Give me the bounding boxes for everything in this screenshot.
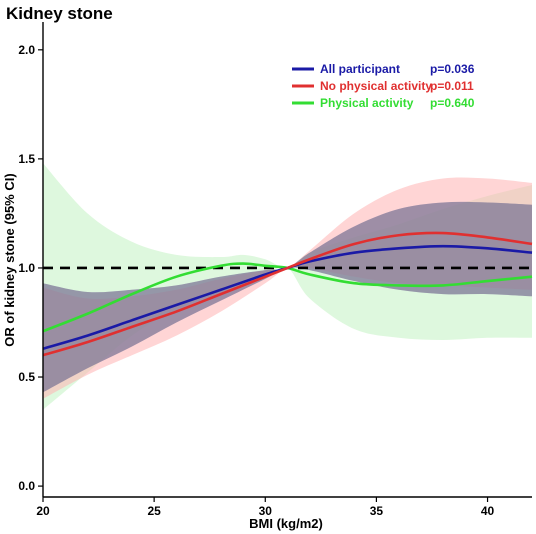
legend-label-no-physical-activity: No physical activity — [320, 79, 432, 93]
y-tick-label: 1.0 — [18, 261, 35, 275]
series-lines — [42, 231, 533, 357]
y-tick-label: 1.5 — [18, 152, 35, 166]
chart-title: Kidney stone — [6, 4, 113, 23]
series-line-no-physical-activity — [42, 231, 533, 357]
x-axis-label: BMI (kg/m2) — [249, 516, 323, 531]
legend-label-physical-activity: Physical activity — [320, 96, 414, 110]
legend-pvalue-no-physical-activity: p=0.011 — [430, 79, 474, 93]
confidence-bands — [43, 163, 532, 410]
x-tick-label: 30 — [259, 504, 273, 518]
legend-label-all-participant: All participant — [320, 62, 400, 76]
legend-pvalue-physical-activity: p=0.640 — [430, 96, 475, 110]
y-tick-label: 0.5 — [18, 370, 35, 384]
legend-pvalue-all-participant: p=0.036 — [430, 62, 475, 76]
y-tick-label: 0.0 — [18, 479, 35, 493]
y-axis-label: OR of kidney stone (95% CI) — [2, 173, 17, 346]
x-tick-label: 40 — [481, 504, 495, 518]
y-tick-label: 2.0 — [18, 43, 35, 57]
x-tick-label: 25 — [147, 504, 161, 518]
x-tick-label: 20 — [36, 504, 50, 518]
x-tick-label: 35 — [370, 504, 384, 518]
series-line-physical-activity — [42, 262, 533, 333]
axes: 0.0 0.5 1.0 1.5 2.0 20 25 30 35 40 — [18, 22, 532, 518]
ci-band-overlap — [43, 201, 532, 393]
ci-band-all-participant — [43, 201, 532, 393]
legend: All participant p=0.036 No physical activi… — [292, 62, 475, 110]
